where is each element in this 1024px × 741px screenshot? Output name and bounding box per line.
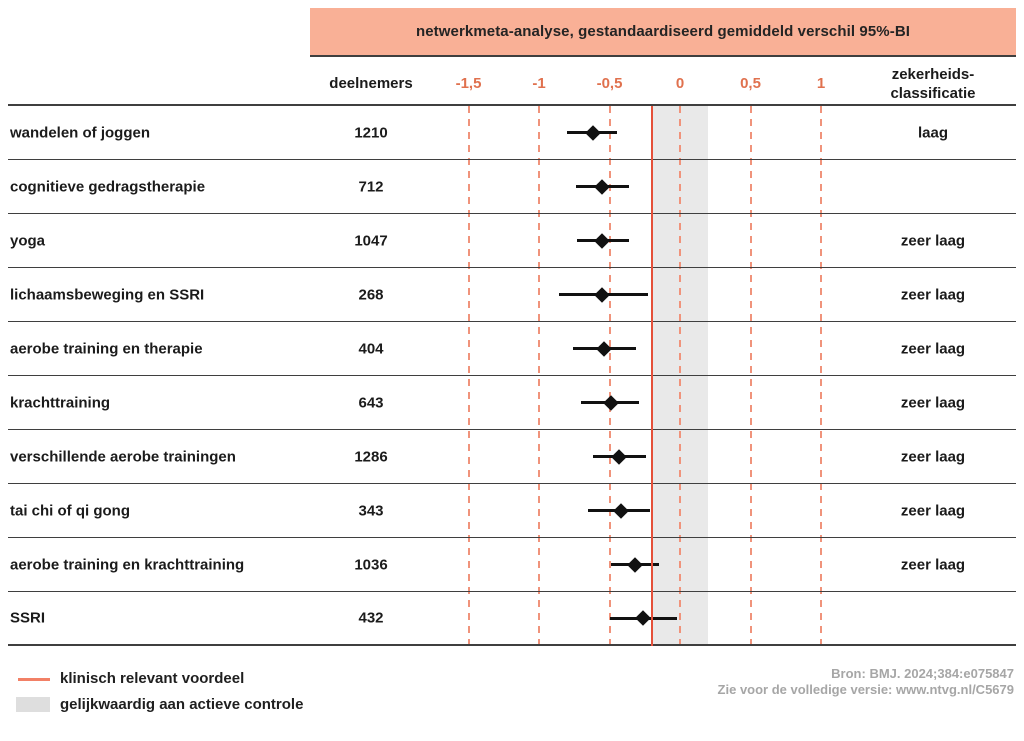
point-estimate-marker [603, 394, 619, 411]
axis-tick-label: -1,5 [455, 75, 482, 92]
equivalence-band-swatch [16, 697, 50, 712]
point-estimate-marker [584, 124, 601, 141]
table-row: cognitieve gedragstherapie 712 [8, 160, 1016, 214]
table-row: aerobe training en therapie 404 zeer laag [8, 322, 1016, 376]
column-header-certainty-line1: zekerheids- [891, 66, 975, 83]
row-label: aerobe training en therapie [10, 340, 203, 357]
legend-label: klinisch relevant voordeel [60, 670, 245, 687]
row-label: tai chi of qi gong [10, 502, 130, 519]
point-estimate-marker [611, 448, 628, 465]
source-line-2: Zie voor de volledige versie: www.ntvg.n… [717, 682, 1014, 698]
axis-gridline [538, 106, 540, 646]
axis-tick-label: -1 [532, 75, 546, 92]
point-estimate-marker [612, 502, 629, 519]
row-certainty: zeer laag [900, 502, 966, 519]
point-estimate-marker [594, 286, 611, 303]
table-row: wandelen of joggen 1210 laag [8, 106, 1016, 160]
legend-label: gelijkwaardig aan actieve controle [60, 696, 304, 713]
axis-gridline [679, 106, 681, 646]
point-estimate-marker [635, 610, 652, 626]
table-row: aerobe training en krachttraining 1036 zee… [8, 538, 1016, 592]
row-label: wandelen of joggen [10, 124, 151, 141]
point-estimate-marker [594, 178, 611, 195]
row-certainty: zeer laag [900, 232, 966, 249]
axis-gridline [820, 106, 822, 646]
row-participants: 1047 [354, 232, 388, 249]
row-participants: 268 [358, 286, 384, 303]
row-certainty: zeer laag [900, 556, 966, 573]
column-header-certainty-line2: classificatie [890, 84, 976, 102]
row-label: verschillende aerobe trainingen [10, 448, 236, 465]
source-note: Bron: BMJ. 2024;384:e075847 Zie voor de … [718, 666, 1014, 699]
forest-plot-area: wandelen of joggen 1210 laag cognitieve ged… [0, 106, 1024, 646]
row-label: yoga [10, 232, 46, 249]
row-participants: 432 [358, 609, 384, 627]
axis-gridline [608, 106, 611, 646]
row-participants: 1210 [354, 124, 388, 141]
row-label: SSRI [10, 609, 46, 627]
row-participants: 643 [358, 394, 384, 411]
reference-line-swatch [18, 678, 50, 681]
table-row: SSRI 432 [8, 592, 1016, 646]
legend-item-reference-line: klinisch relevant voordeel [0, 670, 560, 688]
reference-line [650, 106, 653, 646]
row-certainty: zeer laag [900, 340, 966, 357]
column-header-participants: deelnemers [329, 75, 413, 92]
axis-tick-label: 1 [816, 75, 826, 92]
row-participants: 1286 [354, 448, 388, 465]
point-estimate-marker [594, 232, 611, 249]
table-row: verschillende aerobe trainingen 1286 zeer … [8, 430, 1016, 484]
row-participants: 1036 [354, 556, 388, 573]
table-row: tai chi of qi gong 343 zeer laag [8, 484, 1016, 538]
row-certainty: zeer laag [900, 394, 966, 411]
chart-title-banner: netwerkmeta-analyse, gestandaardiseerd g… [310, 8, 1016, 57]
row-certainty: zeer laag [900, 286, 966, 303]
header-rule [8, 104, 1016, 106]
axis-tick-label: 0 [675, 75, 685, 92]
row-label: krachttraining [10, 394, 111, 411]
row-participants: 404 [358, 340, 384, 357]
table-row: yoga 1047 zeer laag [8, 214, 1016, 268]
source-line-1: Bron: BMJ. 2024;384:e075847 [831, 666, 1014, 681]
row-participants: 343 [358, 502, 384, 519]
row-certainty: laag [917, 124, 948, 141]
row-label: lichaamsbeweging en SSRI [10, 286, 205, 303]
point-estimate-marker [596, 340, 612, 357]
chart-title: netwerkmeta-analyse, gestandaardiseerd g… [415, 23, 911, 40]
legend-item-equivalence-band: gelijkwaardig aan actieve controle [0, 696, 560, 714]
axis-gridline [467, 106, 470, 646]
point-estimate-marker [627, 556, 643, 573]
table-row: lichaamsbeweging en SSRI 268 zeer laag [8, 268, 1016, 322]
table-row: krachttraining 643 zeer laag [8, 376, 1016, 430]
column-header-certainty: zekerheids- classificatie [850, 66, 1016, 104]
axis-tick-label: 0,5 [740, 75, 761, 92]
axis-gridline [749, 106, 752, 646]
axis-tick-label: -0,5 [596, 75, 623, 92]
row-label: aerobe training en krachttraining [10, 556, 245, 573]
row-participants: 712 [358, 178, 384, 195]
row-label: cognitieve gedragstherapie [10, 178, 206, 195]
row-certainty: zeer laag [900, 448, 966, 465]
